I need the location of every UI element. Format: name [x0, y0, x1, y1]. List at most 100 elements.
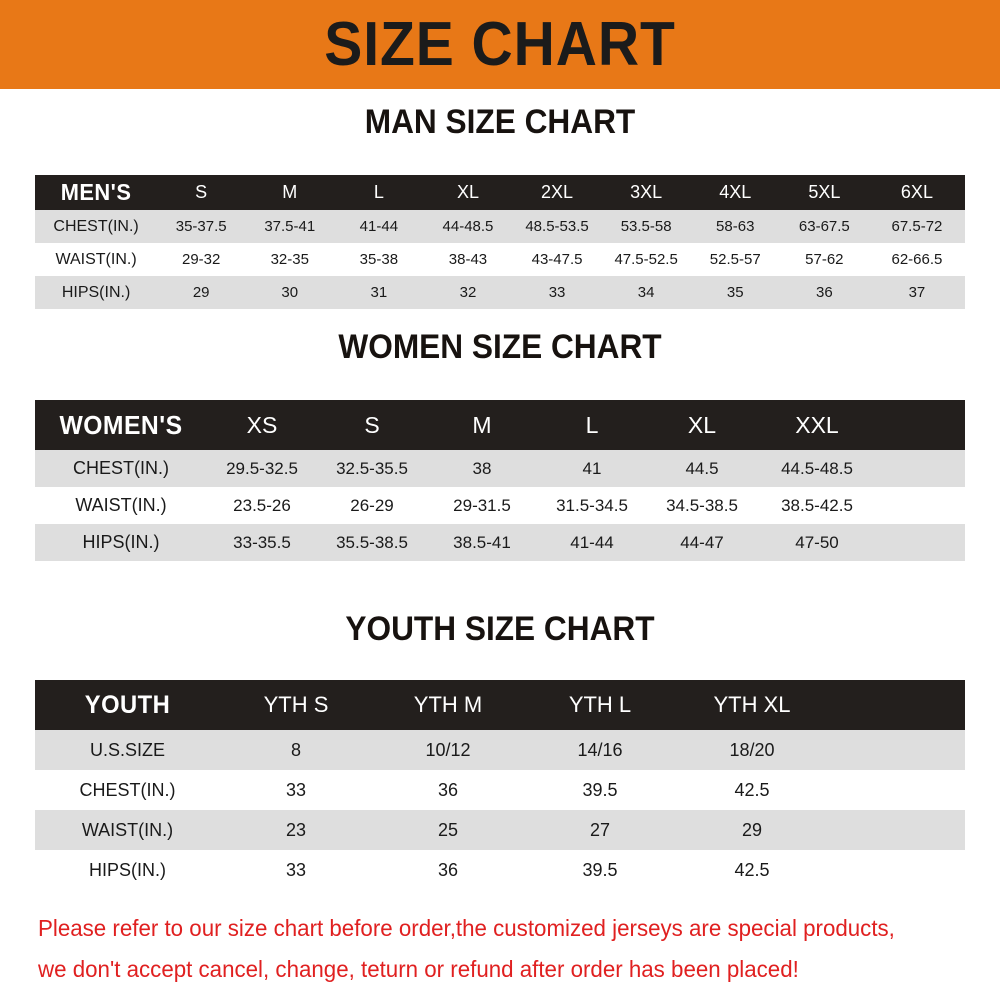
men-col-header: XL	[456, 182, 479, 202]
youth-cell: 14/16	[577, 739, 623, 760]
women-cell: 32.5-35.5	[336, 458, 408, 478]
women-cell: 26-29	[350, 495, 394, 515]
men-cell: 63-67.5	[798, 218, 850, 235]
women-cell: 44.5-48.5	[781, 458, 853, 478]
youth-cell: 36	[437, 859, 459, 880]
men-corner-label: MEN'S	[60, 179, 132, 205]
youth-row-label: HIPS(IN.)	[88, 859, 166, 880]
table-row: WAIST(IN.) 23 25 27 29	[35, 810, 965, 850]
men-cell: 58-63	[716, 218, 755, 235]
men-col-header: L	[373, 182, 384, 202]
men-cell: 35	[726, 284, 744, 301]
women-col-header: XL	[687, 411, 717, 438]
women-col-header: XXL	[795, 411, 839, 438]
men-col-header: 6XL	[900, 182, 933, 202]
women-cell-spacer	[877, 450, 965, 487]
men-cell: 32-35	[270, 251, 309, 268]
women-cell: 38	[472, 458, 492, 478]
youth-cell: 42.5	[734, 859, 770, 880]
men-size-table: MEN'S S M L XL 2XL 3XL 4XL 5XL 6XL CHEST…	[35, 175, 965, 309]
youth-cell-spacer	[828, 770, 965, 810]
page-banner: SIZE CHART	[0, 0, 1000, 89]
men-cell: 29	[192, 284, 210, 301]
youth-col-header: YTH S	[263, 692, 329, 717]
men-col-header: S	[195, 182, 208, 202]
youth-size-table: YOUTH YTH S YTH M YTH L YTH XL U.S.SIZE …	[35, 680, 965, 890]
youth-cell: 42.5	[734, 779, 770, 800]
women-cell: 44.5	[685, 458, 719, 478]
men-cell: 29-32	[181, 251, 221, 268]
men-cell: 35-37.5	[175, 218, 227, 235]
youth-cell: 36	[437, 779, 459, 800]
youth-col-header: YTH XL	[713, 692, 791, 717]
women-table-header-row: WOMEN'S XS S M L XL XXL	[35, 400, 965, 450]
women-cell-spacer	[877, 524, 965, 561]
women-cell: 44-47	[680, 532, 724, 552]
table-row: U.S.SIZE 8 10/12 14/16 18/20	[35, 730, 965, 770]
women-cell: 41-44	[570, 532, 614, 552]
men-row-label: WAIST(IN.)	[55, 250, 137, 268]
men-cell: 47.5-52.5	[614, 251, 678, 268]
youth-row-label: WAIST(IN.)	[81, 819, 174, 840]
women-cell: 29-31.5	[453, 495, 511, 515]
table-row: WAIST(IN.) 29-32 32-35 35-38 38-43 43-47…	[35, 243, 965, 276]
men-row-label: HIPS(IN.)	[61, 283, 131, 301]
youth-table-header-row: YOUTH YTH S YTH M YTH L YTH XL	[35, 680, 965, 730]
men-cell: 30	[281, 284, 299, 301]
men-row-label: CHEST(IN.)	[53, 217, 139, 235]
women-row-label: WAIST(IN.)	[75, 495, 167, 515]
men-table-header-row: MEN'S S M L XL 2XL 3XL 4XL 5XL 6XL	[35, 175, 965, 210]
youth-cell: 8	[290, 739, 301, 760]
men-cell: 38-43	[448, 251, 488, 268]
women-col-header: L	[585, 411, 599, 438]
men-col-header: M	[282, 182, 298, 202]
youth-cell: 33	[285, 779, 307, 800]
page-title: SIZE CHART	[324, 9, 676, 79]
youth-section-title: YOUTH SIZE CHART	[345, 610, 655, 648]
youth-cell: 33	[285, 859, 307, 880]
women-header-spacer	[877, 400, 965, 450]
women-cell: 34.5-38.5	[666, 495, 738, 515]
women-cell: 33-35.5	[233, 532, 291, 552]
men-cell: 48.5-53.5	[525, 218, 589, 235]
youth-col-header: YTH L	[568, 692, 632, 717]
men-cell: 32	[459, 284, 477, 301]
women-cell: 38.5-41	[453, 532, 511, 552]
table-row: CHEST(IN.) 33 36 39.5 42.5	[35, 770, 965, 810]
table-row: CHEST(IN.) 29.5-32.5 32.5-35.5 38 41 44.…	[35, 450, 965, 487]
men-col-header: 3XL	[630, 182, 663, 202]
women-col-header: S	[364, 411, 380, 438]
women-row-label: CHEST(IN.)	[73, 458, 169, 478]
women-corner-label: WOMEN'S	[59, 409, 183, 440]
women-cell-spacer	[877, 487, 965, 524]
youth-corner-label: YOUTH	[84, 690, 171, 719]
women-col-header: M	[472, 411, 492, 438]
men-cell: 62-66.5	[891, 251, 943, 268]
men-cell: 35-38	[359, 251, 399, 268]
youth-row-label: CHEST(IN.)	[79, 779, 176, 800]
men-cell: 36	[815, 284, 833, 301]
women-cell: 38.5-42.5	[781, 495, 853, 515]
men-section-title: MAN SIZE CHART	[364, 103, 636, 141]
women-row-label: HIPS(IN.)	[82, 532, 160, 552]
women-cell: 41	[582, 458, 602, 478]
men-col-header: 4XL	[719, 182, 752, 202]
youth-cell-spacer	[828, 850, 965, 890]
youth-row-label: U.S.SIZE	[89, 739, 165, 760]
youth-col-header: YTH M	[413, 692, 483, 717]
women-cell: 47-50	[795, 532, 839, 552]
youth-cell: 27	[589, 819, 611, 840]
men-cell: 67.5-72	[891, 218, 943, 235]
men-cell: 44-48.5	[442, 218, 494, 235]
youth-cell-spacer	[828, 730, 965, 770]
youth-cell: 10/12	[425, 739, 471, 760]
women-cell: 35.5-38.5	[336, 532, 408, 552]
men-cell: 31	[370, 284, 388, 301]
women-cell: 23.5-26	[233, 495, 291, 515]
men-cell: 53.5-58	[620, 218, 672, 235]
men-cell: 37	[908, 284, 926, 301]
youth-cell: 39.5	[582, 859, 618, 880]
women-cell: 29.5-32.5	[226, 458, 298, 478]
table-row: HIPS(IN.) 29 30 31 32 33 34 35 36 37	[35, 276, 965, 309]
